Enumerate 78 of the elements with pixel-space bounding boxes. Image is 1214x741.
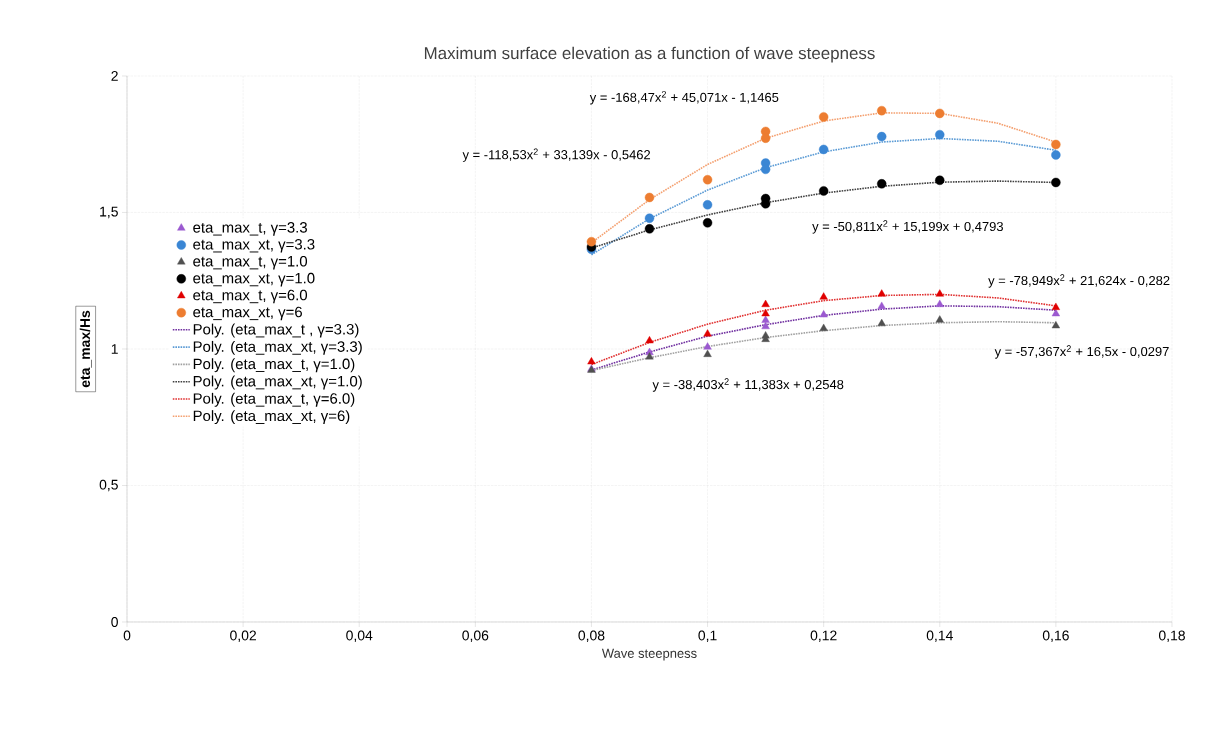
x-tick-label: 0,02 [230,630,256,643]
point [877,105,887,116]
legend-label: Poly. (eta_max_t , γ=3.3) [193,323,359,338]
x-tick-label: 0 [123,630,131,641]
annotation: y = -78,949x$^{2}$ + 21,624x - 0,282 [988,274,1170,288]
y-tick-label: 0 [111,617,118,627]
legend-label: eta_max_xt, γ=6 [193,306,302,321]
point [877,179,887,189]
annotation: y = -57,367x$^{2}$ + 16,5x - 0,0297 [994,345,1169,359]
legend-label: Poly. (eta_max_xt, γ=3.3) [193,340,362,355]
legend-label: Poly. (eta_max_t, γ=1.0) [193,358,355,373]
point [819,310,828,318]
legend-label: eta_max_xt, γ=3.3 [193,239,315,253]
x-axis-title: Wave steepness [601,648,697,661]
point [819,292,828,300]
y-tick-label: 0,5 [99,479,118,492]
chart-title: Maximum surface elevation as a function of wave steepness [424,46,875,63]
annotation: y = -118,53x$^{2}$ + 33,139x - 0,5462 [462,148,651,162]
legend-label: Poly. (eta_max_xt, γ=1.0) [193,375,362,390]
point [818,144,829,155]
x-tick-label: 0,04 [346,630,373,643]
point [703,349,712,357]
x-tick-label: 0,16 [1042,630,1069,643]
x-tick-label: 0,14 [926,630,953,643]
point [644,224,655,234]
point [877,131,887,142]
legend-label: eta_max_t, γ=1.0 [193,255,308,270]
point [935,289,944,297]
legend-label: eta_max_t, γ=3.3 [193,222,307,236]
point [935,175,945,185]
point [818,186,829,196]
point [644,192,655,203]
point [586,236,597,247]
legend-label: eta_max_t, γ=6.0 [193,289,308,304]
legend-label: eta_max_xt, γ=1.0 [193,272,315,287]
y-axis-title: eta_max/Hs [79,310,92,388]
legend-label: Poly. (eta_max_t, γ=6.0) [193,392,355,407]
point [761,299,770,307]
annotation: y = -50,811x$^{2}$ + 15,199x + 0,4793 [812,220,1003,234]
point [760,133,771,143]
point [819,323,828,331]
point [1051,321,1060,329]
point [702,200,713,210]
point [645,352,654,360]
x-tick-label: 0,06 [462,630,489,643]
point [935,315,944,323]
point [877,289,886,297]
annotation: y = -38,403x$^{2}$ + 11,383x + 0,2548 [652,378,844,392]
point [761,315,770,323]
point [1051,177,1061,188]
legend-label: Poly. (eta_max_xt, γ=6) [193,410,350,425]
annotation: y = -168,47x$^{2}$ + 45,071x - 1,1465 [589,91,779,105]
point [935,299,944,307]
point [703,329,712,337]
point [1051,309,1060,317]
x-tick-label: 0,18 [1158,630,1185,643]
point [587,357,596,365]
point [1051,139,1061,150]
point [877,318,886,327]
y-tick-label: 1,5 [100,206,118,219]
point [702,218,713,228]
point [645,336,654,344]
x-tick-label: 0,1 [698,630,717,643]
point [702,175,713,185]
point [1051,150,1061,160]
point [877,301,886,309]
x-tick-label: 0,12 [810,630,837,643]
y-tick-label: 1 [111,344,118,354]
point [761,321,770,330]
point [818,112,829,122]
point [644,213,655,223]
point [761,309,770,317]
point [935,129,945,140]
point [935,108,945,119]
x-tick-label: 0,08 [578,630,605,643]
point [1051,302,1060,310]
y-tick-label: 2 [111,71,118,81]
point [703,342,712,350]
